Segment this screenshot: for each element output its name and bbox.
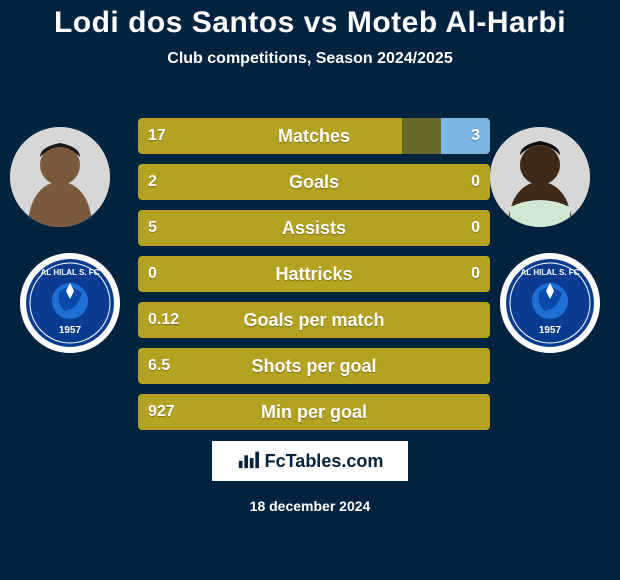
club-badge-right: AL HILAL S. FC 1957 <box>500 253 600 353</box>
page-title: Lodi dos Santos vs Moteb Al-Harbi <box>0 0 620 40</box>
stat-row: 20Goals <box>138 164 490 200</box>
chart-bars-icon <box>237 448 259 475</box>
subtitle: Club competitions, Season 2024/2025 <box>0 50 620 68</box>
stat-row: 0.12Goals per match <box>138 302 490 338</box>
club-left-label: AL HILAL S. FC <box>41 268 100 277</box>
stat-label: Hattricks <box>138 256 490 292</box>
stat-row: 927Min per goal <box>138 394 490 430</box>
stat-label: Min per goal <box>138 394 490 430</box>
club-left-year: 1957 <box>59 325 82 336</box>
comparison-bars: 173Matches 20Goals 50Assists 00Hattricks 0.1… <box>138 118 490 440</box>
club-badge-left: AL HILAL S. FC 1957 <box>20 253 120 353</box>
stat-label: Matches <box>138 118 490 154</box>
brand-text: FcTables.com <box>265 451 384 472</box>
stat-label: Assists <box>138 210 490 246</box>
stat-row: 6.5Shots per goal <box>138 348 490 384</box>
stat-label: Goals <box>138 164 490 200</box>
brand-box: FcTables.com <box>210 439 410 483</box>
stat-label: Goals per match <box>138 302 490 338</box>
club-right-label: AL HILAL S. FC <box>521 268 580 277</box>
stat-label: Shots per goal <box>138 348 490 384</box>
stat-row: 00Hattricks <box>138 256 490 292</box>
date-text: 18 december 2024 <box>0 498 620 514</box>
club-right-year: 1957 <box>539 325 562 336</box>
stat-row: 173Matches <box>138 118 490 154</box>
avatar-right <box>490 127 590 227</box>
avatar-left <box>10 127 110 227</box>
stat-row: 50Assists <box>138 210 490 246</box>
